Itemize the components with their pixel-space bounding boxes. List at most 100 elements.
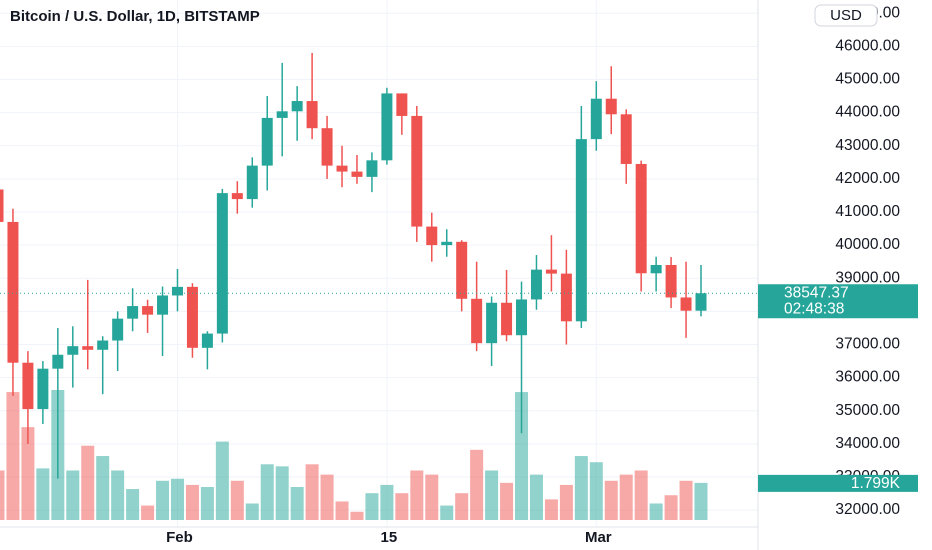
volume-bar — [559, 484, 573, 520]
candle-body — [471, 298, 483, 344]
candle-body — [306, 101, 318, 129]
y-tick-label: 35000.00 — [835, 402, 900, 419]
candle-body — [441, 241, 453, 246]
price-axis: 32000.0033000.0034000.0035000.0036000.00… — [835, 4, 900, 518]
candle-body — [381, 93, 393, 161]
y-tick-label: 45000.00 — [835, 71, 900, 88]
grid — [0, 0, 758, 527]
volume-bar — [694, 482, 708, 520]
chart-title: Bitcoin / U.S. Dollar, 1D, BITSTAMP — [10, 8, 260, 25]
candle-body — [605, 98, 617, 115]
candle-body — [201, 333, 213, 348]
candle-body — [575, 139, 587, 322]
volume-bar — [410, 470, 424, 520]
volume-bar — [6, 392, 20, 520]
volume-bar — [649, 503, 663, 520]
volume-bar — [275, 466, 289, 520]
candle-body — [97, 340, 109, 350]
volume-bar — [305, 464, 319, 520]
volume-bar — [170, 478, 184, 520]
volume-bar — [664, 495, 678, 520]
volume-bar — [335, 501, 349, 520]
y-tick-label: 39000.00 — [835, 269, 900, 286]
candle-body — [620, 114, 632, 164]
candle-body — [22, 362, 34, 410]
volume-bar — [215, 441, 229, 520]
volume-bar — [589, 462, 603, 520]
currency-label[interactable]: USD — [830, 7, 862, 24]
candle-body — [336, 165, 348, 172]
candle-body — [501, 302, 513, 336]
currency-button-box[interactable] — [814, 4, 878, 27]
countdown-label: 02:48:38 — [784, 300, 844, 317]
volume-bar — [126, 489, 140, 520]
candle-body — [396, 93, 408, 116]
candle-body — [635, 163, 647, 274]
candle-body — [486, 302, 498, 344]
volume-bar — [36, 468, 50, 520]
candle-body — [142, 306, 154, 315]
candle-body — [186, 286, 198, 348]
volume-bar — [365, 493, 379, 520]
candle-body — [516, 299, 528, 336]
candle-body — [291, 101, 303, 112]
y-tick-label: 43000.00 — [835, 137, 900, 154]
candle-body — [261, 117, 273, 166]
volume-bar — [395, 493, 409, 520]
candle-body — [246, 165, 258, 200]
x-tick-label: Mar — [585, 529, 612, 546]
volume-bar — [440, 505, 454, 520]
candle-body — [321, 128, 333, 166]
y-tick-label: 40000.00 — [835, 236, 900, 253]
volume-bar — [350, 511, 364, 520]
volume-bar — [21, 427, 35, 520]
candle-body — [665, 265, 677, 298]
volume-bar — [619, 474, 633, 520]
volume-bar — [245, 503, 259, 520]
volume-bar — [485, 470, 499, 520]
volume-bar — [544, 499, 558, 520]
y-tick-label: 32000.00 — [835, 501, 900, 518]
volume-label: 1.799K — [851, 475, 901, 492]
volume-bar — [260, 464, 274, 520]
candle-body — [411, 115, 423, 227]
candle-body — [680, 297, 692, 311]
volume-bar — [81, 445, 95, 520]
volume-bar — [574, 456, 588, 520]
candle-body — [52, 354, 64, 369]
candle-body — [112, 318, 124, 341]
candle-body — [545, 269, 557, 274]
volume-bar — [500, 482, 514, 520]
volume-bar — [230, 480, 244, 520]
volume-bar — [290, 486, 304, 520]
y-tick-label: 34000.00 — [835, 435, 900, 452]
candle-body — [231, 193, 243, 200]
volume-bar — [380, 484, 394, 520]
volume-bar — [679, 480, 693, 520]
candle-body — [276, 111, 288, 118]
volume-bar — [111, 470, 125, 520]
volume-bar — [320, 474, 334, 520]
plot-area — [0, 53, 758, 520]
volume-bar — [156, 480, 170, 520]
volume-bar — [455, 493, 469, 520]
candle-body — [590, 98, 602, 140]
y-tick-label: 37000.00 — [835, 336, 900, 353]
candle-body — [351, 171, 363, 177]
volume-bar — [185, 484, 199, 520]
candle-body — [127, 306, 139, 319]
candle-body — [366, 160, 378, 177]
volume-bar — [529, 474, 543, 520]
candle-body — [530, 269, 542, 300]
x-tick-label: Feb — [166, 529, 193, 546]
y-tick-label: 42000.00 — [835, 170, 900, 187]
candle-body — [560, 273, 572, 322]
volume-bar — [604, 480, 618, 520]
volume-bar — [96, 456, 110, 520]
volume-bar — [425, 474, 439, 520]
volume-bar — [634, 470, 648, 520]
currency-button[interactable]: USD — [814, 4, 878, 27]
y-tick-label: 41000.00 — [835, 203, 900, 220]
candle-body — [37, 368, 49, 410]
